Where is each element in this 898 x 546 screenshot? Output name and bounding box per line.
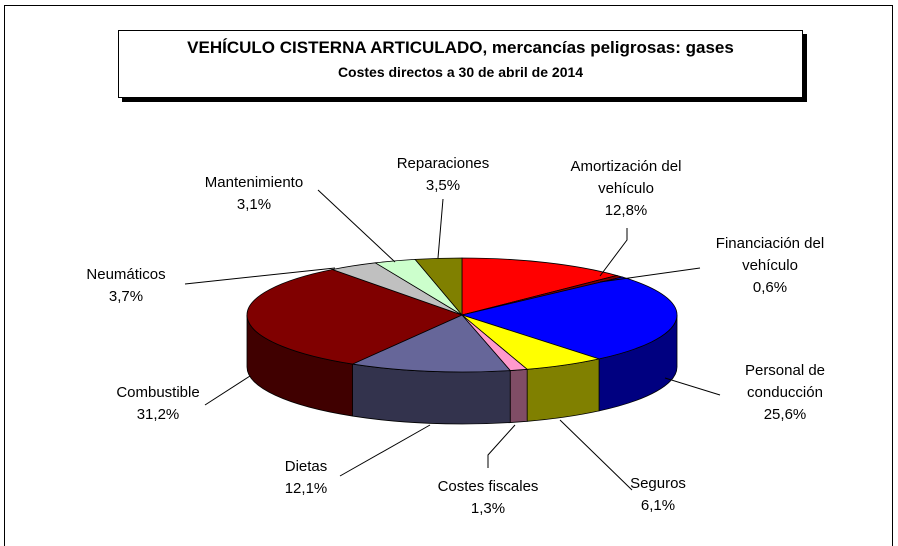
value-label: 3,7%: [108, 288, 144, 305]
data-label: Mantenimiento 3,1%: [184, 172, 324, 216]
leader-line: [599, 228, 628, 277]
leader-line: [339, 424, 431, 477]
data-label: Amortización del vehículo 12,8%: [556, 156, 696, 222]
leader-line: [487, 424, 516, 468]
slice: [246, 269, 464, 365]
category-label: Personal de conducción: [744, 362, 826, 401]
slice: [461, 257, 619, 316]
leader-line: [664, 377, 721, 396]
slice: [351, 314, 512, 373]
data-label: Costes fiscales 1,3%: [418, 476, 558, 520]
leader-line: [317, 189, 396, 263]
title-box: VEHÍCULO CISTERNA ARTICULADO, mercancías…: [118, 30, 803, 98]
category-label: Financiación del vehículo: [715, 235, 825, 274]
value-label: 6,1%: [640, 497, 676, 514]
value-label: 3,1%: [236, 196, 272, 213]
slice-side: [352, 363, 511, 425]
leader-line: [559, 419, 633, 491]
value-label: 12,1%: [284, 480, 328, 497]
value-label: 3,5%: [425, 177, 461, 194]
slice: [460, 276, 678, 360]
data-label: Financiación del vehículo 0,6%: [700, 233, 840, 299]
leader-line: [184, 267, 336, 285]
data-label: Reparaciones 3,5%: [373, 153, 513, 197]
category-label: Seguros: [630, 475, 686, 492]
slice-side: [509, 368, 528, 423]
data-label: Personal de conducción 25,6%: [715, 360, 855, 426]
leader-line: [599, 267, 701, 283]
category-label: Costes fiscales: [437, 478, 539, 495]
category-label: Combustible: [116, 384, 200, 401]
category-label: Mantenimiento: [204, 174, 304, 191]
category-label: Dietas: [284, 458, 328, 475]
data-label: Neumáticos 3,7%: [56, 264, 196, 308]
category-label: Neumáticos: [86, 266, 166, 283]
chart-title: VEHÍCULO CISTERNA ARTICULADO, mercancías…: [187, 38, 734, 57]
frame: [4, 5, 893, 546]
value-label: 1,3%: [470, 500, 506, 517]
data-label: Dietas 12,1%: [236, 456, 376, 500]
value-label: 31,2%: [136, 406, 180, 423]
value-label: 0,6%: [752, 279, 788, 296]
value-label: 25,6%: [763, 406, 807, 423]
leader-line: [204, 375, 251, 406]
category-label: Amortización del vehículo: [570, 158, 682, 197]
chart-subtitle: Costes directos a 30 de abril de 2014: [337, 64, 584, 80]
value-label: 12,8%: [604, 202, 648, 219]
leader-line: [437, 198, 444, 259]
data-label: Combustible 31,2%: [88, 382, 228, 426]
data-label: Seguros 6,1%: [588, 473, 728, 517]
category-label: Reparaciones: [396, 155, 490, 172]
slice: [414, 257, 463, 317]
